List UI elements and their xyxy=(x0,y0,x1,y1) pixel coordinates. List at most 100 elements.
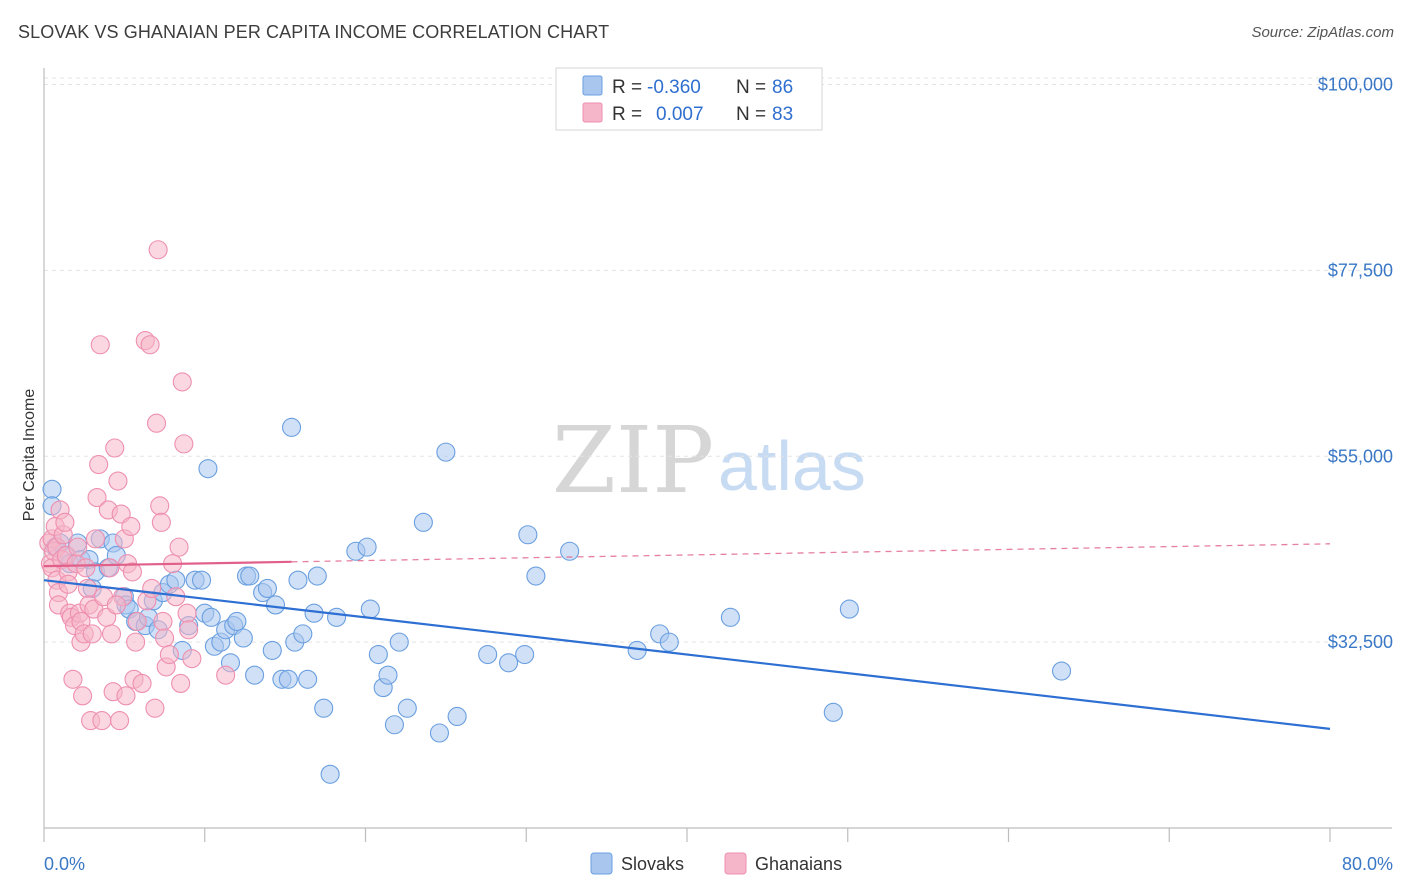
point-ghanaians-29 xyxy=(77,578,97,598)
point-ghanaians-13 xyxy=(55,512,75,532)
point-ghanaians-56 xyxy=(126,632,146,652)
point-slovaks-42 xyxy=(245,665,265,685)
legend-n-value-ghanaians: 83 xyxy=(772,104,793,125)
x-axis-tick-labels: 0.0% 80.0% xyxy=(44,854,1393,874)
point-ghanaians-63 xyxy=(145,698,165,718)
legend-bottom: Slovaks Ghanaians xyxy=(590,852,842,875)
point-slovaks-74 xyxy=(515,644,535,665)
point-slovaks-46 xyxy=(265,595,286,615)
point-ghanaians-58 xyxy=(132,673,152,693)
point-slovaks-75 xyxy=(518,525,538,545)
trend-line-slovaks xyxy=(43,579,1331,730)
point-ghanaians-36 xyxy=(89,454,109,475)
source-note: Source: ZipAtlas.com xyxy=(1251,24,1394,41)
point-slovaks-44 xyxy=(257,578,277,598)
point-ghanaians-28 xyxy=(76,558,96,578)
point-slovaks-49 xyxy=(282,417,302,437)
point-ghanaians-32 xyxy=(82,624,102,644)
point-slovaks-48 xyxy=(278,669,298,689)
point-ghanaians-46 xyxy=(108,471,128,491)
point-slovaks-51 xyxy=(288,570,308,590)
point-slovaks-32 xyxy=(201,607,221,627)
point-ghanaians-76 xyxy=(172,372,192,392)
point-ghanaians-19 xyxy=(63,669,83,689)
point-slovaks-72 xyxy=(478,644,498,665)
x-tick-label-0: 0.0% xyxy=(44,854,85,874)
point-slovaks-41 xyxy=(240,566,260,586)
series-ghanaians xyxy=(39,240,236,731)
point-ghanaians-71 xyxy=(159,644,179,665)
point-slovaks-73 xyxy=(499,653,519,673)
point-slovaks-25 xyxy=(166,570,186,590)
point-slovaks-70 xyxy=(436,442,456,462)
trend-line-ghanaians-solid xyxy=(43,560,292,568)
point-ghanaians-80 xyxy=(182,649,202,669)
legend-swatch-slovaks xyxy=(582,75,603,96)
point-ghanaians-61 xyxy=(140,335,160,355)
point-slovaks-67 xyxy=(397,698,417,718)
legend-bottom-swatch-slovaks xyxy=(590,852,613,875)
point-ghanaians-64 xyxy=(146,413,167,433)
point-slovaks-52 xyxy=(293,624,313,644)
point-slovaks-57 xyxy=(320,764,340,784)
legend-swatch-ghanaians xyxy=(582,102,603,123)
legend-n-value-slovaks: 86 xyxy=(772,77,793,98)
point-ghanaians-79 xyxy=(179,620,199,640)
point-slovaks-77 xyxy=(560,541,580,561)
point-ghanaians-57 xyxy=(127,611,147,632)
point-ghanaians-66 xyxy=(150,496,170,516)
point-ghanaians-62 xyxy=(142,578,162,598)
point-slovaks-69 xyxy=(429,723,449,743)
point-slovaks-76 xyxy=(526,566,546,586)
point-slovaks-0 xyxy=(42,479,62,499)
point-ghanaians-67 xyxy=(151,512,171,532)
watermark-zip: ZIP xyxy=(552,407,714,514)
point-ghanaians-43 xyxy=(101,624,122,644)
legend-bottom-label-ghanaians: Ghanaians xyxy=(755,854,842,874)
point-slovaks-81 xyxy=(720,607,740,627)
y-tick-label-1: $55,000 xyxy=(1328,446,1393,466)
legend-n-label-ghanaians: N = xyxy=(736,104,766,125)
legend-r-label-ghanaians: R = xyxy=(612,104,642,125)
point-ghanaians-82 xyxy=(106,595,126,615)
point-slovaks-80 xyxy=(659,632,679,652)
axes xyxy=(43,68,1392,829)
point-slovaks-29 xyxy=(191,570,212,590)
point-ghanaians-53 xyxy=(121,516,141,537)
legend-r-value-slovaks: -0.360 xyxy=(647,77,701,98)
y-axis-title: Per Capita Income xyxy=(21,389,38,522)
legend-bottom-swatch-ghanaians xyxy=(724,852,747,875)
legend-n-label-slovaks: N = xyxy=(736,77,766,98)
series-slovaks xyxy=(42,417,1072,784)
point-ghanaians-34 xyxy=(85,529,105,549)
point-slovaks-64 xyxy=(378,665,398,685)
point-ghanaians-45 xyxy=(105,438,125,458)
point-slovaks-55 xyxy=(307,566,327,586)
point-slovaks-62 xyxy=(368,644,388,665)
point-slovaks-56 xyxy=(314,698,334,718)
legend-r-value-ghanaians: 0.007 xyxy=(656,104,704,125)
point-ghanaians-37 xyxy=(90,335,110,355)
point-ghanaians-26 xyxy=(73,686,93,706)
point-slovaks-82 xyxy=(823,702,843,722)
y-axis-tick-labels: $32,500 $55,000 $77,500 $100,000 xyxy=(1318,75,1393,653)
point-ghanaians-47 xyxy=(110,711,130,731)
point-ghanaians-38 xyxy=(92,711,112,731)
legend-bottom-label-slovaks: Slovaks xyxy=(621,854,684,874)
point-slovaks-53 xyxy=(298,669,318,689)
point-ghanaians-78 xyxy=(177,603,197,623)
point-slovaks-68 xyxy=(413,512,433,532)
y-tick-label-0: $32,500 xyxy=(1328,632,1393,652)
point-ghanaians-65 xyxy=(148,240,168,260)
point-ghanaians-68 xyxy=(153,611,173,632)
point-slovaks-83 xyxy=(839,599,859,619)
watermark-atlas: atlas xyxy=(718,427,866,505)
legend-top: R = -0.360 N = 86 R = 0.007 N = 83 xyxy=(555,67,823,131)
trend-lines xyxy=(43,543,1331,730)
y-tick-label-2: $77,500 xyxy=(1328,260,1393,280)
point-ghanaians-81 xyxy=(216,665,236,685)
x-axis-ticks xyxy=(43,828,1331,842)
data-points xyxy=(39,240,1072,784)
point-ghanaians-51 xyxy=(116,686,136,706)
